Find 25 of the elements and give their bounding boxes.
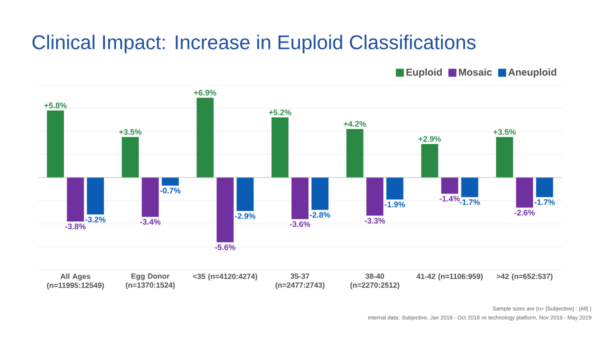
- bar: [461, 178, 478, 198]
- bar: [346, 128, 364, 178]
- chart-title: Clinical Impact: Increase in Euploid Classifications: [32, 34, 476, 54]
- bar: [142, 178, 159, 217]
- bar: [496, 137, 514, 178]
- bar: [162, 178, 179, 186]
- bar: [196, 98, 214, 178]
- bar: [536, 178, 554, 198]
- legend-label: Aneuploid: [508, 68, 556, 78]
- bar: [312, 178, 329, 210]
- bar: [122, 137, 139, 178]
- bar: [66, 178, 84, 222]
- bar: [292, 178, 309, 220]
- bar: [236, 178, 254, 212]
- legend-label: Euploid: [406, 68, 442, 78]
- bar: [46, 110, 64, 178]
- bar: [441, 178, 458, 194]
- legend-label: Mosaic: [459, 68, 492, 76]
- bar: [421, 144, 438, 178]
- bar: [86, 178, 104, 214]
- bar: [366, 178, 384, 216]
- bar: [516, 178, 534, 208]
- bar: [272, 117, 289, 178]
- bar: [386, 178, 404, 200]
- bar: [216, 178, 234, 242]
